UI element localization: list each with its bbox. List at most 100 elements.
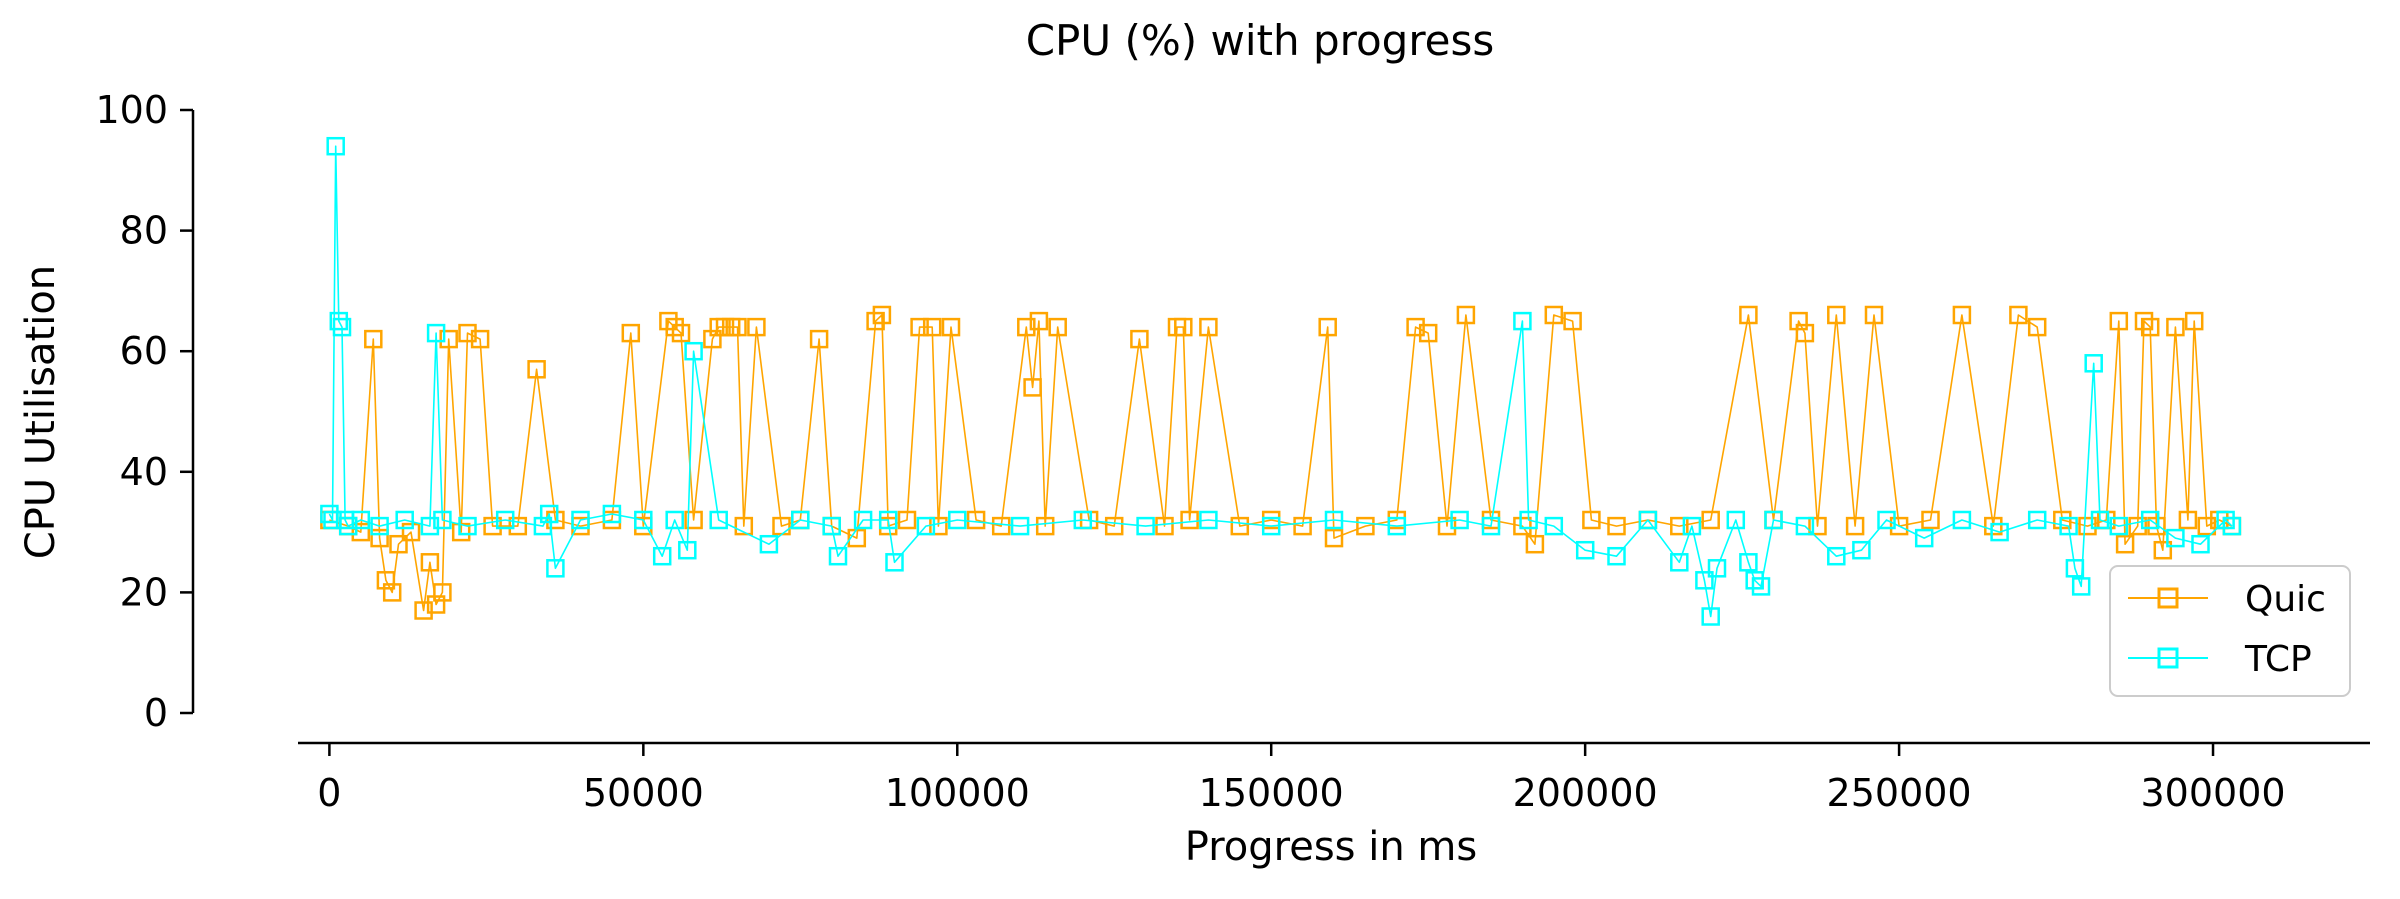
data-point-quic bbox=[684, 510, 703, 530]
data-point-tcp bbox=[602, 504, 622, 524]
data-point-quic bbox=[389, 534, 408, 554]
data-point-quic bbox=[426, 595, 446, 614]
data-point-quic bbox=[2184, 311, 2204, 331]
data-point-tcp bbox=[1513, 311, 1532, 331]
data-point-quic bbox=[483, 516, 502, 536]
data-point-tcp bbox=[1745, 571, 1764, 590]
y-tick-label: 100 bbox=[95, 88, 168, 132]
y-tick-label: 20 bbox=[120, 570, 168, 614]
data-point-quic bbox=[1808, 516, 1827, 536]
data-point-quic bbox=[1701, 510, 1720, 530]
data-point-quic bbox=[458, 323, 477, 343]
data-point-tcp bbox=[759, 534, 779, 554]
data-point-quic bbox=[966, 510, 986, 530]
data-point-quic bbox=[671, 323, 691, 343]
chart-title: CPU (%) with progress bbox=[1026, 16, 1495, 65]
data-point-quic bbox=[1563, 311, 1582, 331]
data-point-quic bbox=[2009, 305, 2028, 325]
data-point-quic bbox=[1739, 305, 1758, 325]
x-tick-label: 0 bbox=[317, 771, 341, 815]
data-point-quic bbox=[1827, 305, 1846, 325]
data-point-tcp bbox=[2071, 577, 2091, 596]
data-point-quic bbox=[1029, 311, 1049, 331]
legend-marker-quic bbox=[2157, 587, 2179, 609]
data-point-tcp bbox=[2166, 528, 2185, 548]
data-point-quic bbox=[1230, 516, 1250, 536]
data-point-quic bbox=[1017, 317, 1036, 337]
data-point-quic bbox=[2109, 311, 2129, 331]
data-point-quic bbox=[527, 360, 546, 379]
data-point-tcp bbox=[665, 510, 684, 530]
series-quic bbox=[320, 305, 2242, 620]
data-point-quic bbox=[370, 528, 389, 548]
data-point-tcp bbox=[878, 510, 898, 530]
x-tick-label: 300000 bbox=[2140, 771, 2285, 815]
data-point-tcp bbox=[1670, 553, 1689, 572]
data-point-tcp bbox=[338, 516, 358, 536]
series-layer bbox=[320, 136, 2242, 626]
data-point-tcp bbox=[828, 546, 848, 566]
x-tick-label: 100000 bbox=[885, 771, 1030, 815]
x-axis-ticks: 0 50000 100000 150000 200000 250000 300000 bbox=[317, 743, 2286, 815]
data-point-quic bbox=[1356, 516, 1375, 536]
data-point-tcp bbox=[822, 516, 841, 536]
data-point-tcp bbox=[2027, 510, 2047, 530]
data-point-quic bbox=[2153, 540, 2173, 560]
data-point-tcp bbox=[1136, 516, 1155, 536]
data-point-quic bbox=[747, 317, 766, 337]
data-point-quic bbox=[1607, 516, 1626, 536]
data-point-tcp bbox=[1261, 516, 1281, 536]
data-point-tcp bbox=[426, 323, 446, 343]
data-point-tcp bbox=[2065, 559, 2085, 578]
data-point-tcp bbox=[458, 516, 477, 536]
data-point-tcp bbox=[1852, 540, 1871, 560]
data-point-tcp bbox=[1751, 577, 1771, 596]
data-point-quic bbox=[1864, 305, 1884, 325]
data-point-tcp bbox=[2191, 534, 2210, 554]
data-point-quic bbox=[1180, 510, 1199, 530]
data-point-quic bbox=[439, 329, 458, 349]
data-point-tcp bbox=[2222, 516, 2242, 536]
data-point-quic bbox=[1048, 317, 1067, 337]
data-point-quic bbox=[1789, 311, 1808, 331]
series-tcp bbox=[320, 136, 2242, 626]
data-point-quic bbox=[1130, 329, 1149, 349]
data-point-tcp bbox=[1990, 522, 2009, 542]
data-point-quic bbox=[728, 317, 747, 337]
data-point-tcp bbox=[1764, 510, 1783, 530]
data-point-quic bbox=[1544, 305, 1564, 325]
data-point-tcp bbox=[326, 136, 345, 156]
data-point-quic bbox=[1035, 516, 1055, 536]
data-point-quic bbox=[2115, 534, 2135, 554]
data-point-quic bbox=[2147, 516, 2166, 536]
data-point-tcp bbox=[1682, 516, 1702, 536]
data-point-tcp bbox=[885, 553, 904, 572]
data-point-tcp bbox=[2084, 354, 2103, 373]
data-point-tcp bbox=[2109, 516, 2129, 536]
data-point-tcp bbox=[1481, 516, 1501, 536]
data-point-tcp bbox=[634, 510, 653, 530]
data-point-tcp bbox=[1795, 516, 1815, 536]
data-point-quic bbox=[941, 317, 961, 337]
data-point-tcp bbox=[1607, 546, 1626, 566]
data-point-quic bbox=[621, 323, 641, 343]
data-point-quic bbox=[2128, 516, 2147, 536]
data-point-quic bbox=[910, 317, 929, 337]
data-point-quic bbox=[1318, 317, 1337, 337]
data-point-quic bbox=[1104, 516, 1124, 536]
data-point-quic bbox=[2178, 510, 2198, 530]
data-point-tcp bbox=[1877, 510, 1896, 530]
data-point-tcp bbox=[1726, 510, 1746, 530]
legend: Quic TCP bbox=[2109, 565, 2351, 697]
data-point-quic bbox=[922, 317, 942, 337]
data-point-quic bbox=[1795, 323, 1815, 343]
data-point-tcp bbox=[1519, 510, 1538, 530]
data-point-quic bbox=[351, 522, 371, 542]
data-point-quic bbox=[703, 329, 722, 349]
data-point-quic bbox=[659, 311, 678, 331]
data-point-quic bbox=[1845, 516, 1865, 536]
data-point-tcp bbox=[1324, 510, 1344, 530]
data-point-quic bbox=[1952, 305, 1972, 325]
data-point-quic bbox=[2197, 516, 2217, 536]
